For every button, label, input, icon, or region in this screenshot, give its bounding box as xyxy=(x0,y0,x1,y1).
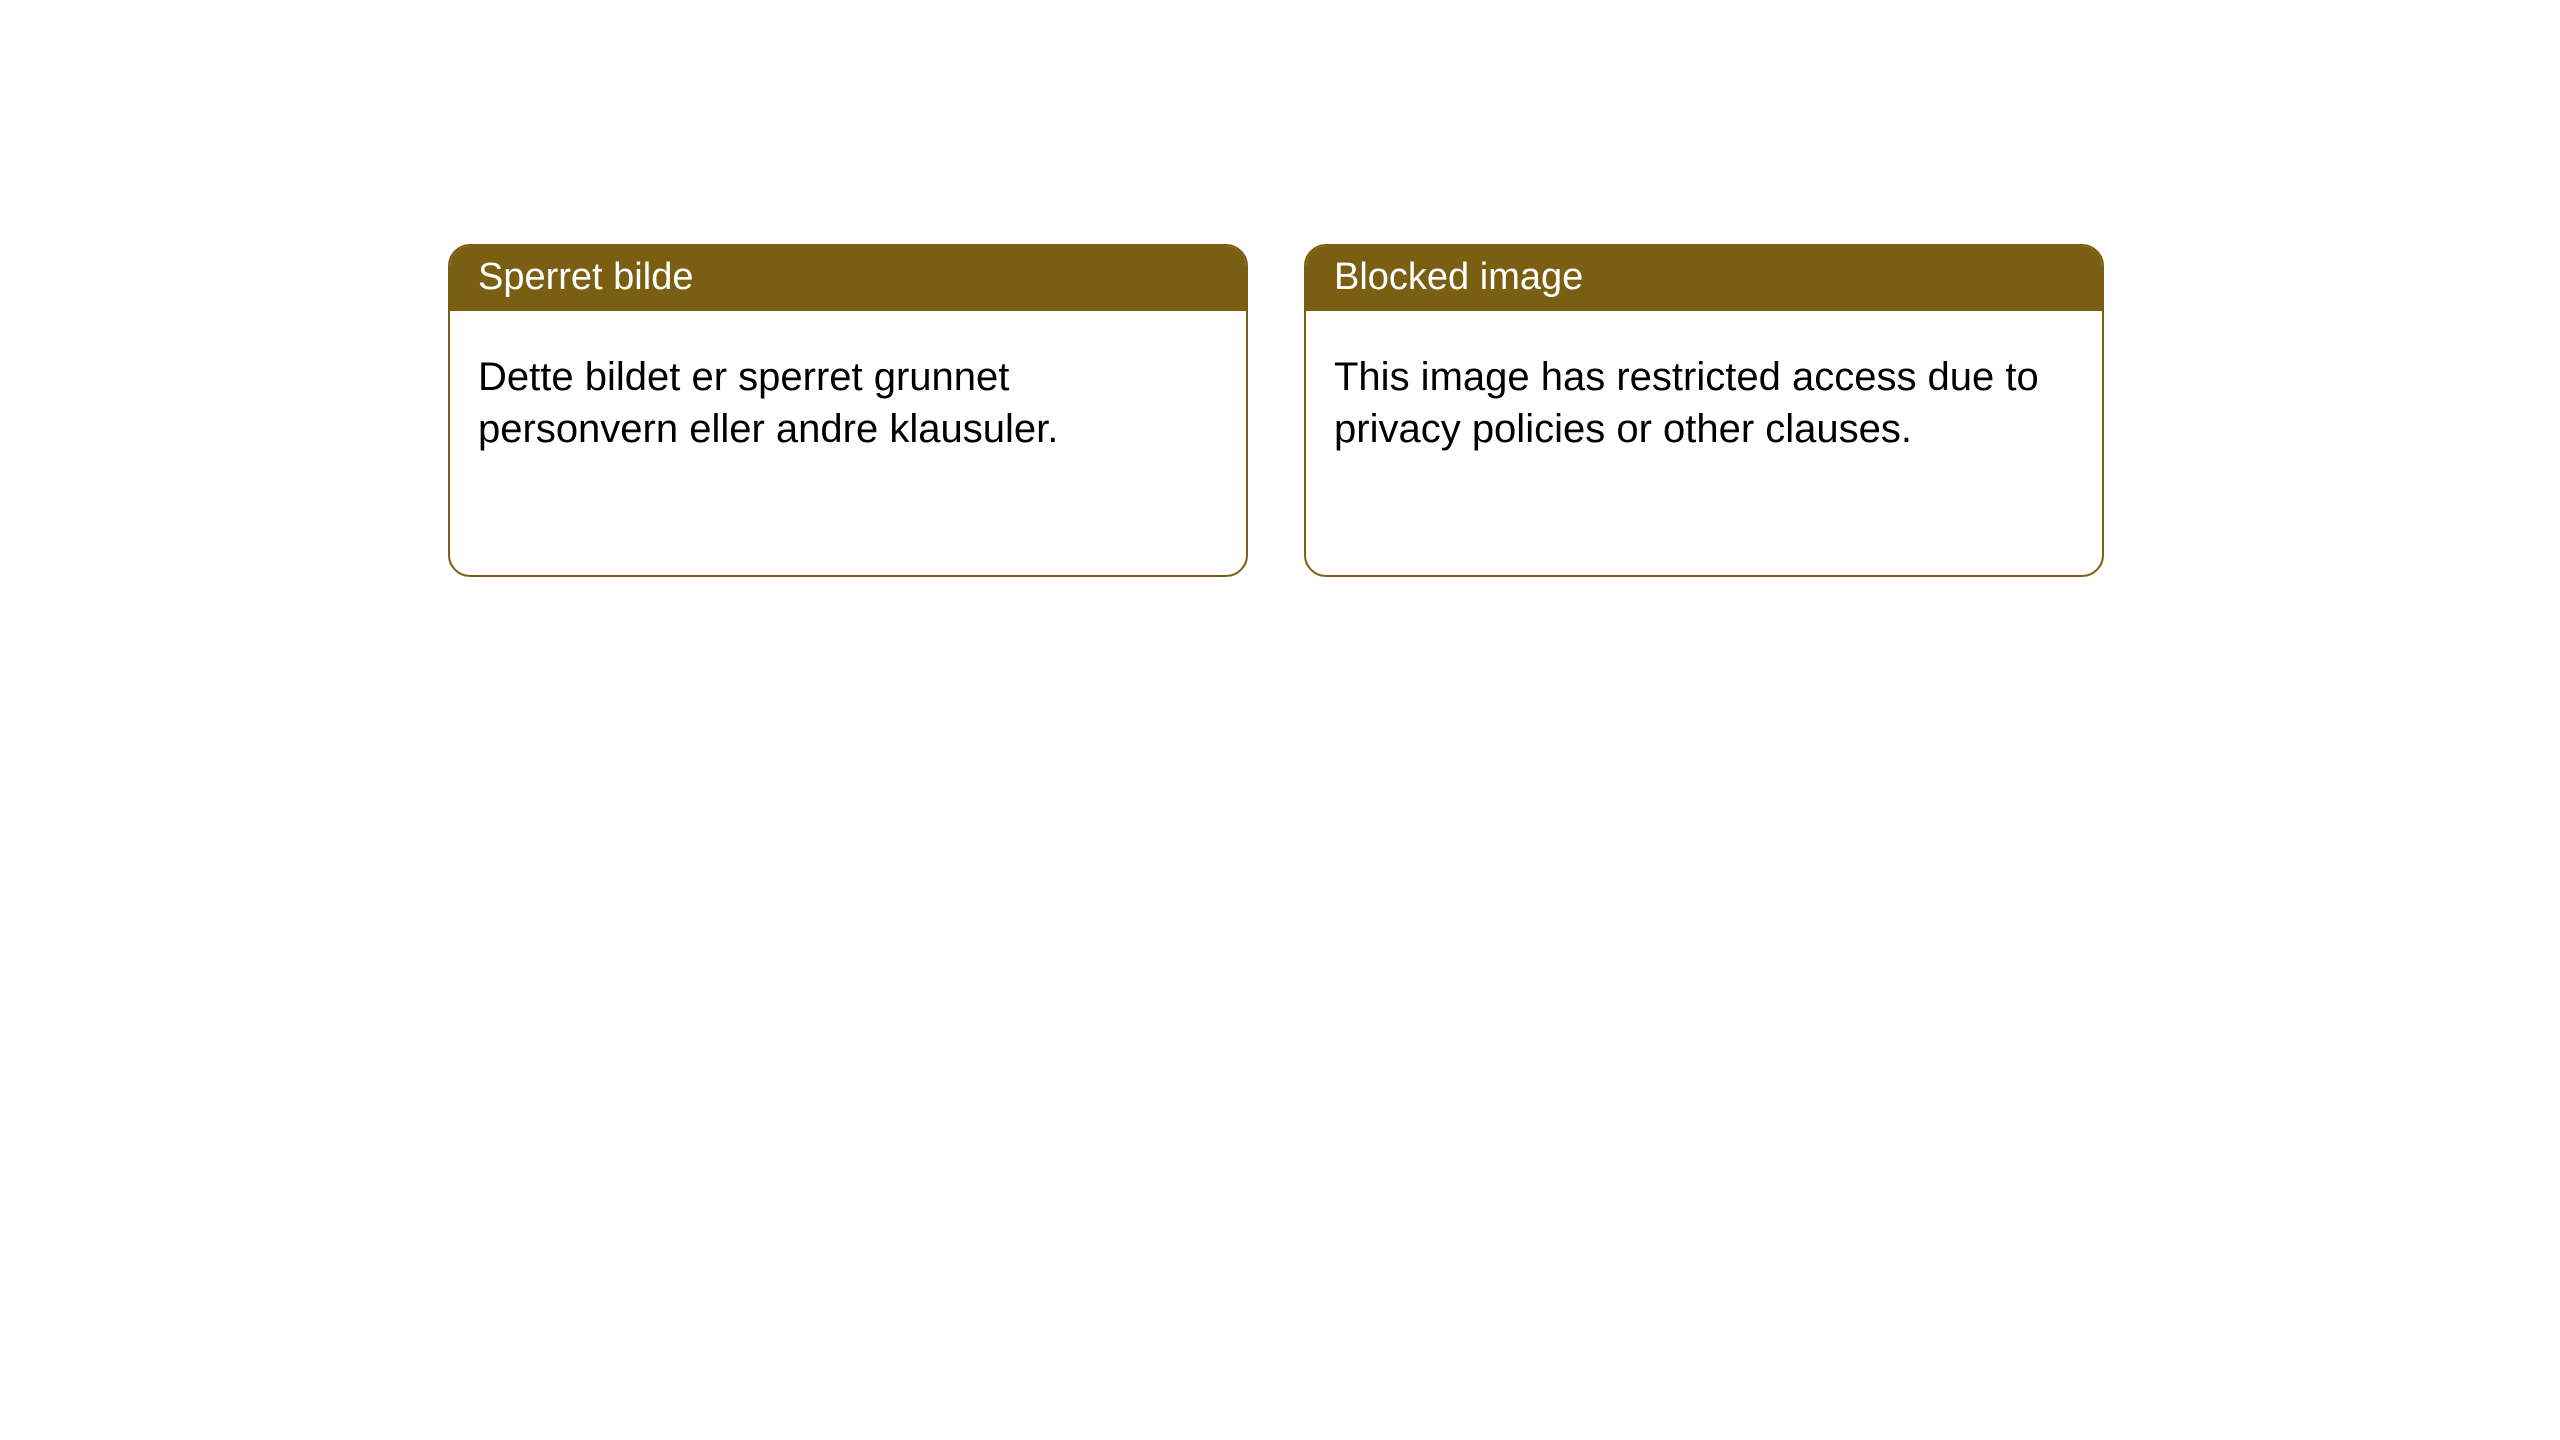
card-header: Sperret bilde xyxy=(450,246,1246,311)
blocked-image-card-en: Blocked image This image has restricted … xyxy=(1304,244,2104,577)
card-header-title: Sperret bilde xyxy=(478,256,693,298)
card-header-title: Blocked image xyxy=(1334,256,1583,298)
card-body-text: This image has restricted access due to … xyxy=(1334,355,2039,451)
card-body: This image has restricted access due to … xyxy=(1306,311,2102,483)
card-body-text: Dette bildet er sperret grunnet personve… xyxy=(478,355,1058,451)
card-header: Blocked image xyxy=(1306,246,2102,311)
blocked-image-card-no: Sperret bilde Dette bildet er sperret gr… xyxy=(448,244,1248,577)
card-container: Sperret bilde Dette bildet er sperret gr… xyxy=(448,244,2104,577)
card-body: Dette bildet er sperret grunnet personve… xyxy=(450,311,1246,483)
